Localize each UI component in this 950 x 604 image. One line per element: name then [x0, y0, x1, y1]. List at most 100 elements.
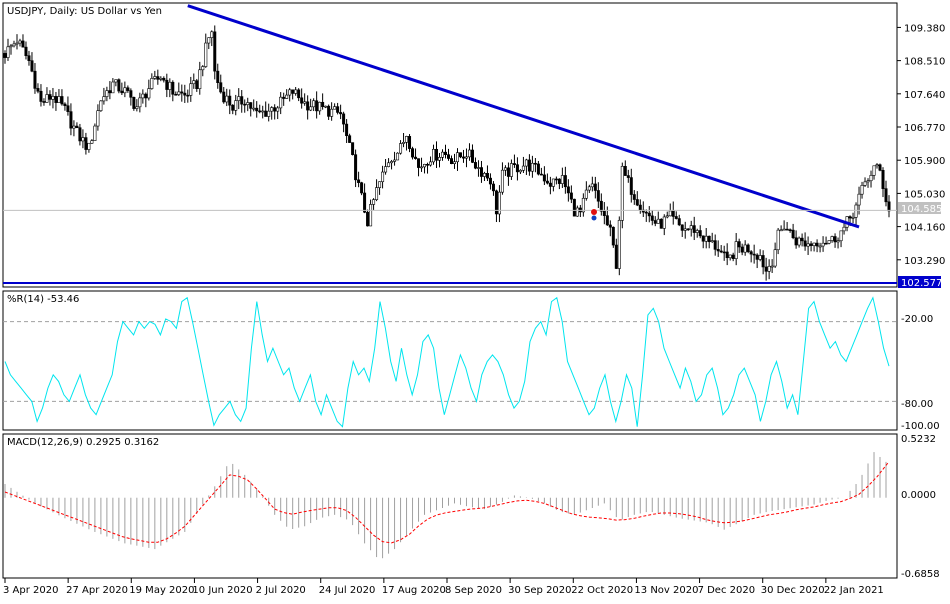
price-candle [228, 89, 232, 115]
price-candle [692, 216, 696, 241]
williams-r-tick-minus20: -20.00 [901, 314, 933, 325]
price-candle [6, 38, 10, 61]
price-candle [117, 78, 121, 94]
price-candle [698, 225, 702, 239]
price-candle [348, 133, 352, 143]
price-candle [746, 243, 750, 254]
price-candle [120, 82, 124, 96]
price-pane[interactable]: USDJPY, Daily: US Dollar vs Yen 109.3801… [2, 2, 945, 289]
price-candle [488, 173, 492, 190]
price-candle [270, 106, 274, 120]
price-candle [273, 104, 277, 120]
price-candle [15, 34, 19, 50]
price-candle [596, 182, 600, 209]
price-candle [123, 81, 127, 98]
price-candle [680, 224, 684, 237]
price-candle [839, 230, 843, 248]
price-candle [294, 87, 298, 96]
price-candle [345, 119, 349, 143]
price-candle [21, 34, 25, 48]
price-candle [213, 25, 217, 80]
price-candle [99, 100, 103, 112]
price-candle [78, 123, 82, 146]
time-axis-label: 2 Jul 2020 [256, 585, 306, 596]
price-axis-label: 105.030 [904, 189, 945, 200]
price-candle [740, 243, 744, 256]
price-candle [749, 250, 753, 263]
price-candle [384, 158, 388, 175]
price-candle [743, 240, 747, 256]
price-candle [467, 143, 471, 161]
price-candle [414, 148, 418, 160]
price-candle [563, 166, 567, 194]
price-candle [432, 144, 436, 165]
price-candle [575, 205, 579, 217]
price-candle [623, 160, 627, 176]
time-axis-label: 24 Jul 2020 [319, 585, 376, 596]
price-candle [444, 144, 448, 159]
price-candle [695, 228, 699, 238]
price-candle [734, 233, 738, 266]
price-candle [653, 216, 657, 227]
price-candle [33, 63, 37, 94]
price-candle [617, 216, 621, 276]
price-candle [629, 168, 633, 203]
price-candle [677, 214, 681, 227]
time-axis-label: 8 Sep 2020 [445, 585, 502, 596]
williams-r-pane[interactable]: %R(14) -53.46 -20.00 -80.00 -100.00 [2, 290, 940, 432]
price-candle [602, 202, 606, 225]
williams-r-pane-frame [2, 290, 898, 431]
price-candle [452, 153, 456, 169]
price-candle [339, 104, 343, 120]
price-candle [417, 158, 421, 177]
price-candle [557, 178, 561, 190]
price-candle [351, 142, 355, 156]
price-candle [632, 190, 636, 205]
support-price-badge [898, 276, 941, 288]
downtrend-line[interactable] [187, 4, 860, 229]
price-candle [264, 101, 268, 117]
price-candle [869, 170, 873, 188]
price-candle [542, 166, 546, 186]
price-candle [333, 103, 337, 110]
price-candle [81, 129, 85, 149]
price-candle [866, 178, 870, 188]
price-candles [3, 25, 891, 281]
price-candle [237, 88, 241, 110]
time-axis-label: 3 Apr 2020 [3, 585, 58, 596]
support-price-label: 102.577 [901, 278, 942, 289]
price-candle [282, 92, 286, 106]
price-candle [84, 132, 88, 155]
price-candle [455, 148, 459, 171]
price-candle [524, 158, 528, 175]
price-candle [150, 73, 154, 90]
price-candle [815, 239, 819, 253]
price-candle [87, 142, 91, 153]
price-candle [315, 91, 319, 119]
price-candle [875, 163, 879, 169]
price-candle [159, 76, 163, 82]
price-candle [731, 252, 735, 262]
price-candle [797, 236, 801, 248]
price-candle [446, 148, 450, 161]
price-candle [770, 259, 774, 274]
price-candle [593, 176, 597, 199]
price-candle [246, 97, 250, 112]
price-candle [306, 95, 310, 120]
price-candle [51, 87, 55, 109]
time-axis-label: 19 May 2020 [129, 585, 194, 596]
price-candle [72, 120, 76, 137]
price-candle [366, 209, 370, 227]
macd-pane[interactable]: MACD(12,26,9) 0.2925 0.3162 0.5232 0.000… [2, 433, 940, 580]
price-axis-label: 105.900 [904, 156, 945, 167]
price-candle [725, 243, 729, 266]
price-candle [255, 101, 259, 118]
price-candle [372, 198, 376, 210]
price-candle [821, 236, 825, 252]
price-candle [147, 79, 151, 101]
price-candle [204, 33, 208, 68]
price-pane-frame [2, 2, 898, 288]
price-candle [285, 89, 289, 100]
